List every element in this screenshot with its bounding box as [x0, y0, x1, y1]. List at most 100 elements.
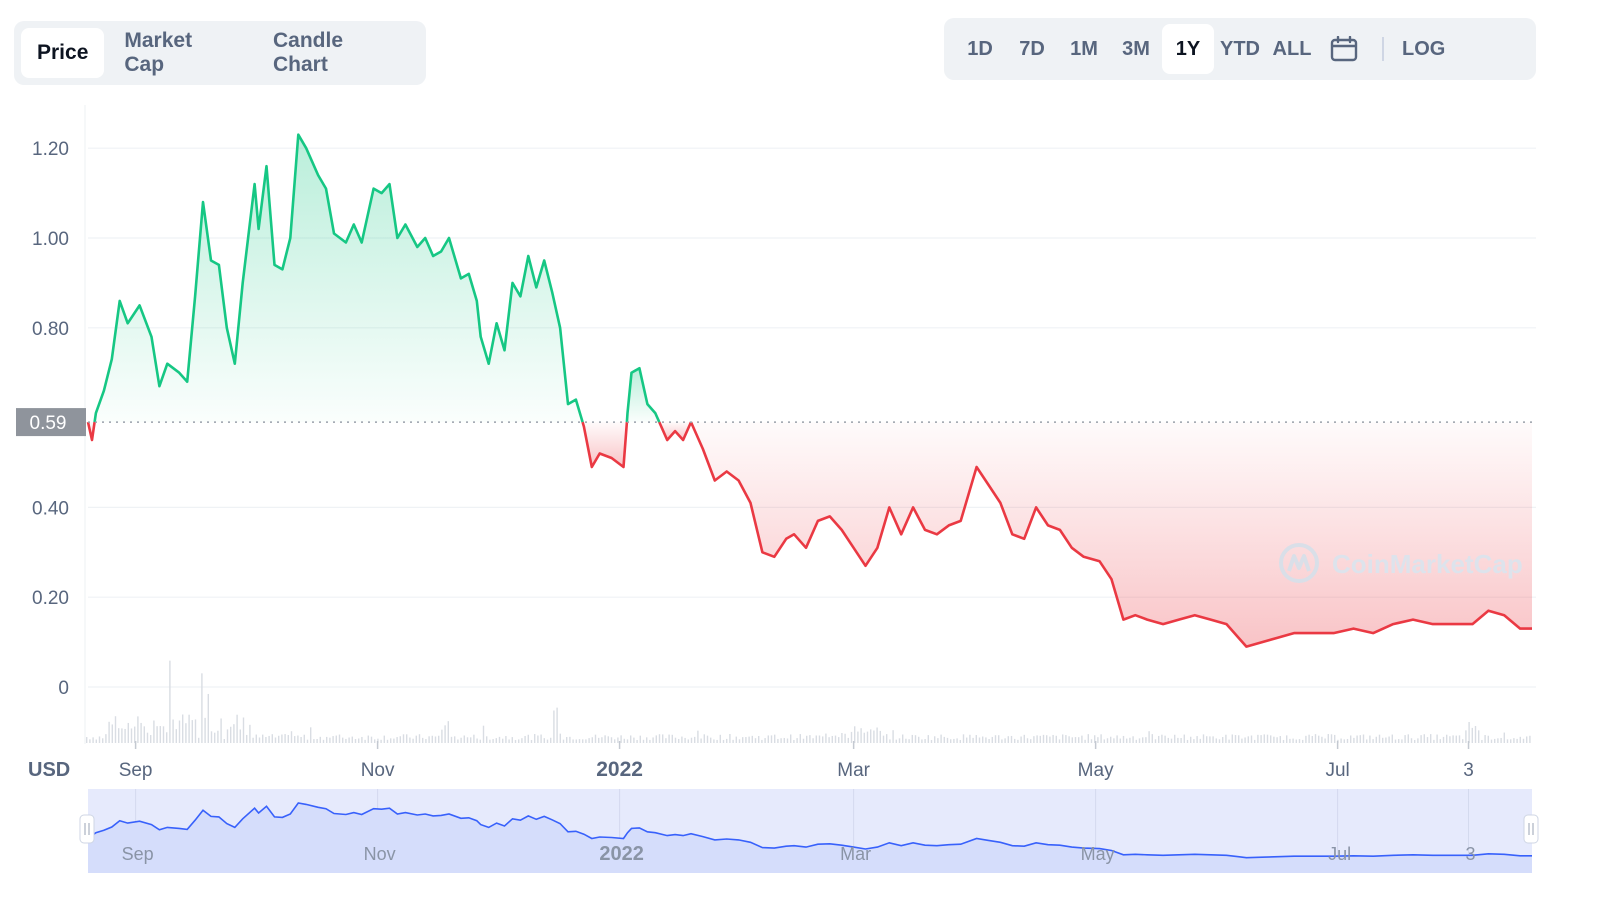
- volume-bar: [402, 734, 405, 743]
- volume-bar: [434, 736, 437, 743]
- volume-bar: [1103, 739, 1105, 743]
- volume-bar: [92, 737, 94, 743]
- volume-bar: [1046, 735, 1048, 743]
- tab-price[interactable]: Price: [21, 28, 105, 78]
- x-tick-label: Nov: [361, 760, 395, 781]
- volume-bar: [940, 734, 942, 743]
- volume-bar: [962, 734, 965, 743]
- volume-bar: [988, 738, 990, 743]
- volume-bar: [572, 739, 574, 743]
- volume-bar: [486, 736, 488, 743]
- volume-bar: [1273, 736, 1275, 743]
- volume-bar: [1458, 735, 1461, 743]
- volume-bar: [198, 737, 200, 743]
- range-7d-button[interactable]: 7D: [1019, 37, 1045, 60]
- volume-bars: [86, 660, 1531, 743]
- volume-bar: [300, 736, 302, 743]
- area-above-reference: [94, 134, 583, 423]
- y-tick-label: 1.20: [32, 139, 69, 160]
- range-all-button[interactable]: ALL: [1272, 37, 1312, 60]
- range-3m-button[interactable]: 3M: [1122, 37, 1150, 60]
- volume-bar: [850, 731, 853, 743]
- volume-bar: [191, 720, 193, 743]
- volume-bar: [1260, 735, 1262, 743]
- volume-bar: [1228, 739, 1230, 743]
- x-tick-label: Mar: [837, 760, 870, 781]
- volume-bar: [332, 736, 334, 743]
- volume-bar: [825, 733, 827, 743]
- volume-bar: [137, 716, 139, 743]
- volume-bar: [1078, 737, 1080, 743]
- volume-bar: [466, 737, 469, 743]
- volume-bar: [454, 736, 456, 743]
- y-tick-label: 0: [58, 678, 69, 699]
- volume-bar: [1119, 738, 1121, 743]
- range-ytd-button[interactable]: YTD: [1220, 37, 1260, 60]
- volume-bar: [406, 734, 408, 743]
- volume-bar: [1238, 735, 1240, 743]
- range-1d-button[interactable]: 1D: [967, 37, 993, 60]
- volume-bar: [1500, 737, 1502, 743]
- volume-bar: [956, 738, 958, 743]
- volume-bar: [1311, 735, 1313, 743]
- volume-bar: [594, 734, 597, 743]
- volume-bar: [1478, 730, 1480, 743]
- volume-bar: [950, 739, 952, 743]
- volume-bar: [377, 738, 379, 743]
- volume-bar: [671, 734, 673, 743]
- volume-bar: [316, 738, 318, 743]
- volume-bar: [1468, 722, 1470, 743]
- volume-bar: [633, 737, 635, 743]
- volume-bar: [201, 673, 203, 743]
- volume-bar: [674, 737, 677, 743]
- volume-bar: [1346, 738, 1349, 743]
- volume-bar: [297, 735, 299, 743]
- volume-bar: [1193, 739, 1195, 743]
- volume-bar: [1007, 736, 1009, 743]
- volume-bar: [255, 734, 257, 743]
- range-1m-button[interactable]: 1M: [1070, 37, 1098, 60]
- volume-bar: [511, 737, 513, 743]
- x-tick-label: 2022: [596, 758, 643, 781]
- tab-market-cap[interactable]: Market Cap: [124, 29, 193, 76]
- tab-candle-chart[interactable]: Candle Chart: [272, 29, 343, 76]
- volume-bar: [1004, 738, 1006, 743]
- volume-bar: [777, 738, 779, 743]
- navigator-handle-left[interactable]: [79, 814, 95, 844]
- volume-bar: [556, 707, 558, 743]
- volume-bar: [146, 732, 149, 743]
- volume-bar: [383, 735, 385, 743]
- volume-bar: [450, 736, 453, 743]
- volume-bar: [1401, 739, 1403, 743]
- volume-bar: [786, 738, 789, 743]
- volume-bar: [1462, 739, 1464, 743]
- volume-bar: [1270, 735, 1272, 743]
- volume-bar: [428, 736, 430, 743]
- calendar-icon[interactable]: [1318, 24, 1370, 74]
- volume-bar: [1279, 736, 1281, 743]
- volume-bar: [1164, 735, 1166, 743]
- volume-bar: [796, 738, 798, 743]
- volume-bar: [470, 737, 472, 743]
- volume-bar: [1398, 739, 1400, 743]
- volume-bar: [498, 736, 501, 743]
- volume-bar: [1465, 730, 1467, 743]
- navigator-tick-label: 2022: [599, 843, 644, 865]
- volume-bar: [393, 738, 395, 743]
- range-navigator[interactable]: Sep Nov 2022 Mar May Jul 3: [79, 789, 1539, 873]
- volume-bar: [508, 739, 510, 743]
- y-tick-label: 0.80: [32, 319, 69, 340]
- volume-bar: [1174, 734, 1176, 743]
- volume-bar: [1183, 734, 1185, 743]
- volume-bar: [1058, 739, 1061, 743]
- volume-bar: [582, 739, 584, 743]
- volume-bar: [758, 736, 760, 743]
- log-scale-button[interactable]: LOG: [1402, 37, 1446, 60]
- volume-bar: [473, 734, 475, 743]
- volume-bar: [982, 736, 984, 743]
- volume-bar: [966, 737, 968, 743]
- range-1y-button[interactable]: 1Y: [1162, 24, 1214, 74]
- volume-bar: [668, 734, 670, 743]
- navigator-handle-right[interactable]: [1523, 814, 1539, 844]
